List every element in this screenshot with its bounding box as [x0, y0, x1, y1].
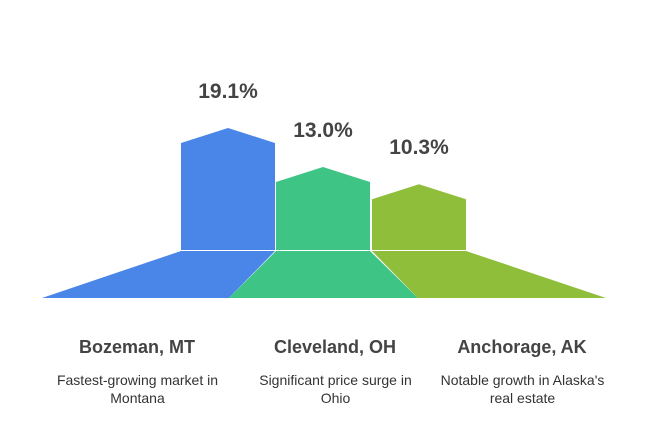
description: Fastest-growing market in Montana	[56, 372, 219, 406]
bar	[276, 166, 370, 250]
value-label: 10.3%	[389, 136, 449, 159]
description: Notable growth in Alaska's real estate	[440, 372, 605, 406]
value-label: 13.0%	[293, 119, 353, 142]
bar	[181, 128, 275, 250]
value-label: 19.1%	[198, 80, 258, 103]
base	[229, 251, 418, 298]
category-label: Bozeman, MT	[78, 337, 195, 357]
bar	[372, 184, 466, 250]
category-label: Cleveland, OH	[273, 337, 397, 357]
category-label: Anchorage, AK	[457, 337, 587, 357]
description: Significant price surge in Ohio	[259, 372, 412, 406]
base	[42, 251, 275, 298]
base	[372, 251, 606, 298]
